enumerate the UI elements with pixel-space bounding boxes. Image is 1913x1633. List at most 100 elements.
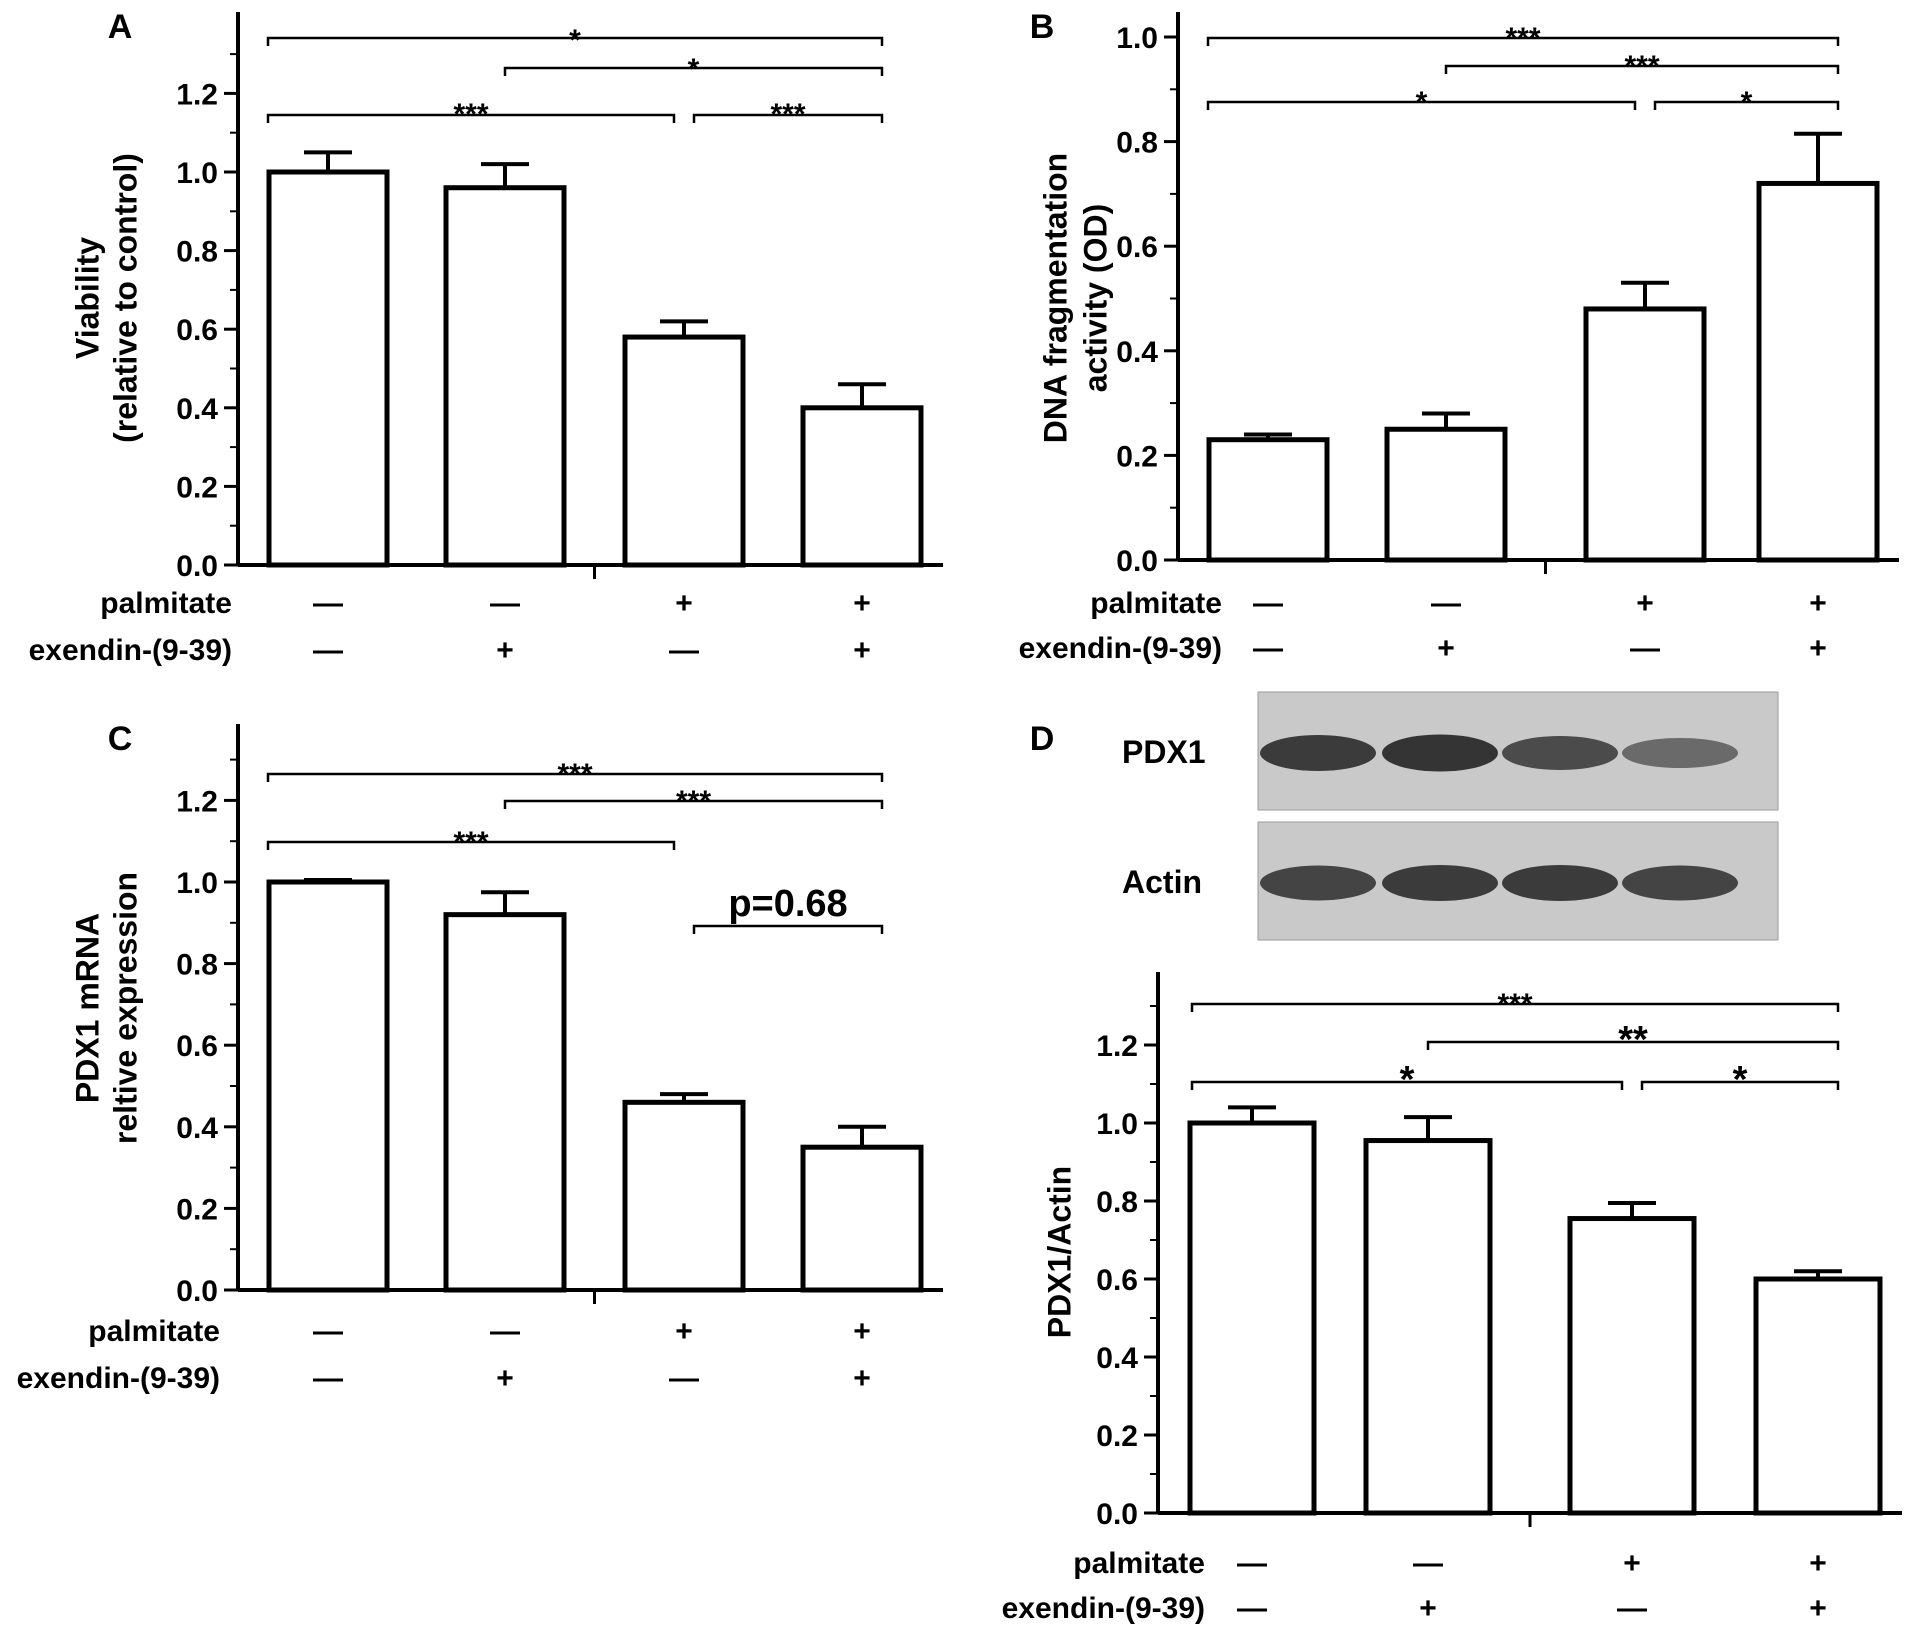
blot-row-label: Actin: [1122, 864, 1202, 900]
significance-bracket: [1640, 1080, 1840, 1090]
bar: [1567, 1216, 1697, 1516]
bar: [622, 1099, 746, 1293]
significance-bracket: [1653, 100, 1840, 110]
condition-sign: +: [1809, 1547, 1827, 1580]
y-axis-label: Viability: [69, 237, 105, 359]
condition-sign: +: [853, 634, 871, 667]
significance-label: *: [1416, 86, 1428, 119]
y-axis-label: reltive expression: [107, 872, 143, 1144]
bar: [1753, 1276, 1883, 1516]
condition-sign: +: [675, 1315, 693, 1348]
y-tick-label: 0.6: [1116, 231, 1158, 264]
y-tick-label: 0.8: [1116, 127, 1158, 160]
condition-sign: +: [1809, 587, 1827, 620]
significance-bracket: [1190, 1080, 1624, 1090]
condition-label: palmitate: [1090, 587, 1222, 620]
condition-sign: —: [1431, 587, 1461, 620]
condition-label: exendin-(9-39): [17, 1362, 220, 1395]
significance-bracket: [503, 799, 884, 809]
condition-sign: —: [313, 587, 343, 620]
condition-sign: +: [853, 1315, 871, 1348]
blot-row-label: PDX1: [1122, 734, 1206, 770]
significance-bracket: [1190, 1002, 1840, 1012]
bar: [1583, 306, 1707, 563]
bar: [1384, 426, 1508, 563]
condition-sign: —: [669, 1362, 699, 1395]
significance-label: ***: [453, 826, 488, 859]
significance-bracket: [1444, 64, 1840, 74]
bar: [1187, 1120, 1317, 1516]
significance-bracket: [266, 840, 676, 850]
condition-sign: —: [669, 634, 699, 667]
significance-label: *: [1741, 86, 1753, 119]
blot-band: [1622, 865, 1738, 901]
blot-band: [1502, 736, 1618, 770]
condition-sign: —: [313, 1362, 343, 1395]
significance-bracket: [1206, 36, 1840, 46]
significance-bracket: [1426, 1040, 1840, 1050]
significance-label: ***: [453, 98, 488, 131]
blot-band: [1622, 738, 1738, 768]
significance-label: ***: [1624, 50, 1659, 83]
y-tick-label: 0.6: [176, 1030, 218, 1063]
condition-label: exendin-(9-39): [1019, 632, 1222, 665]
blot-band: [1382, 865, 1498, 901]
y-axis-label: PDX1 mRNA: [69, 913, 105, 1103]
condition-label: palmitate: [100, 587, 232, 620]
panel-letter: C: [108, 720, 133, 758]
panel-letter: B: [1030, 8, 1055, 46]
y-tick-label: 0.4: [1116, 336, 1158, 369]
y-tick-label: 0.2: [176, 471, 218, 504]
y-tick-label: 0.6: [1096, 1264, 1138, 1297]
y-tick-label: 0.8: [1096, 1186, 1138, 1219]
condition-sign: +: [1636, 587, 1654, 620]
significance-label: *: [688, 53, 700, 86]
y-tick-label: 0.4: [176, 393, 218, 426]
significance-label: ***: [1497, 988, 1532, 1021]
condition-sign: +: [1809, 632, 1827, 665]
significance-label: *: [1733, 1059, 1748, 1101]
y-axis-label: (relative to control): [107, 153, 143, 443]
condition-sign: +: [853, 587, 871, 620]
condition-sign: +: [1623, 1547, 1641, 1580]
y-tick-label: 0.0: [176, 1275, 218, 1308]
condition-sign: —: [1237, 1592, 1267, 1625]
condition-sign: —: [1617, 1592, 1647, 1625]
y-tick-label: 0.8: [176, 949, 218, 982]
significance-bracket: [266, 772, 884, 782]
bar: [1363, 1138, 1493, 1516]
y-tick-label: 1.2: [176, 785, 218, 818]
panel-letter: D: [1030, 720, 1055, 758]
condition-sign: —: [490, 587, 520, 620]
condition-sign: +: [1437, 632, 1455, 665]
bar: [1756, 180, 1880, 563]
y-tick-label: 0.6: [176, 314, 218, 347]
significance-label: ***: [770, 98, 805, 131]
condition-sign: +: [496, 1362, 514, 1395]
panel-letter: A: [108, 8, 133, 46]
significance-label: *: [1400, 1059, 1415, 1101]
blot-band: [1502, 865, 1618, 901]
significance-label: p=0.68: [728, 883, 847, 925]
bar: [266, 169, 390, 568]
y-tick-label: 1.2: [1096, 1030, 1138, 1063]
significance-bracket: [692, 924, 884, 934]
y-tick-label: 0.0: [1096, 1498, 1138, 1531]
condition-label: palmitate: [1073, 1547, 1205, 1580]
bar: [266, 879, 390, 1293]
y-tick-label: 1.0: [176, 157, 218, 190]
y-tick-label: 0.2: [1096, 1420, 1138, 1453]
condition-label: exendin-(9-39): [1002, 1592, 1205, 1625]
condition-sign: —: [313, 634, 343, 667]
y-tick-label: 0.2: [1116, 440, 1158, 473]
condition-label: palmitate: [88, 1315, 220, 1348]
bar: [1206, 437, 1330, 563]
significance-label: *: [569, 24, 581, 57]
blot-band: [1382, 734, 1498, 772]
y-tick-label: 0.0: [176, 550, 218, 583]
significance-bracket: [266, 113, 676, 123]
bar: [443, 185, 567, 568]
condition-label: exendin-(9-39): [29, 634, 232, 667]
condition-sign: +: [853, 1362, 871, 1395]
condition-sign: +: [1809, 1592, 1827, 1625]
